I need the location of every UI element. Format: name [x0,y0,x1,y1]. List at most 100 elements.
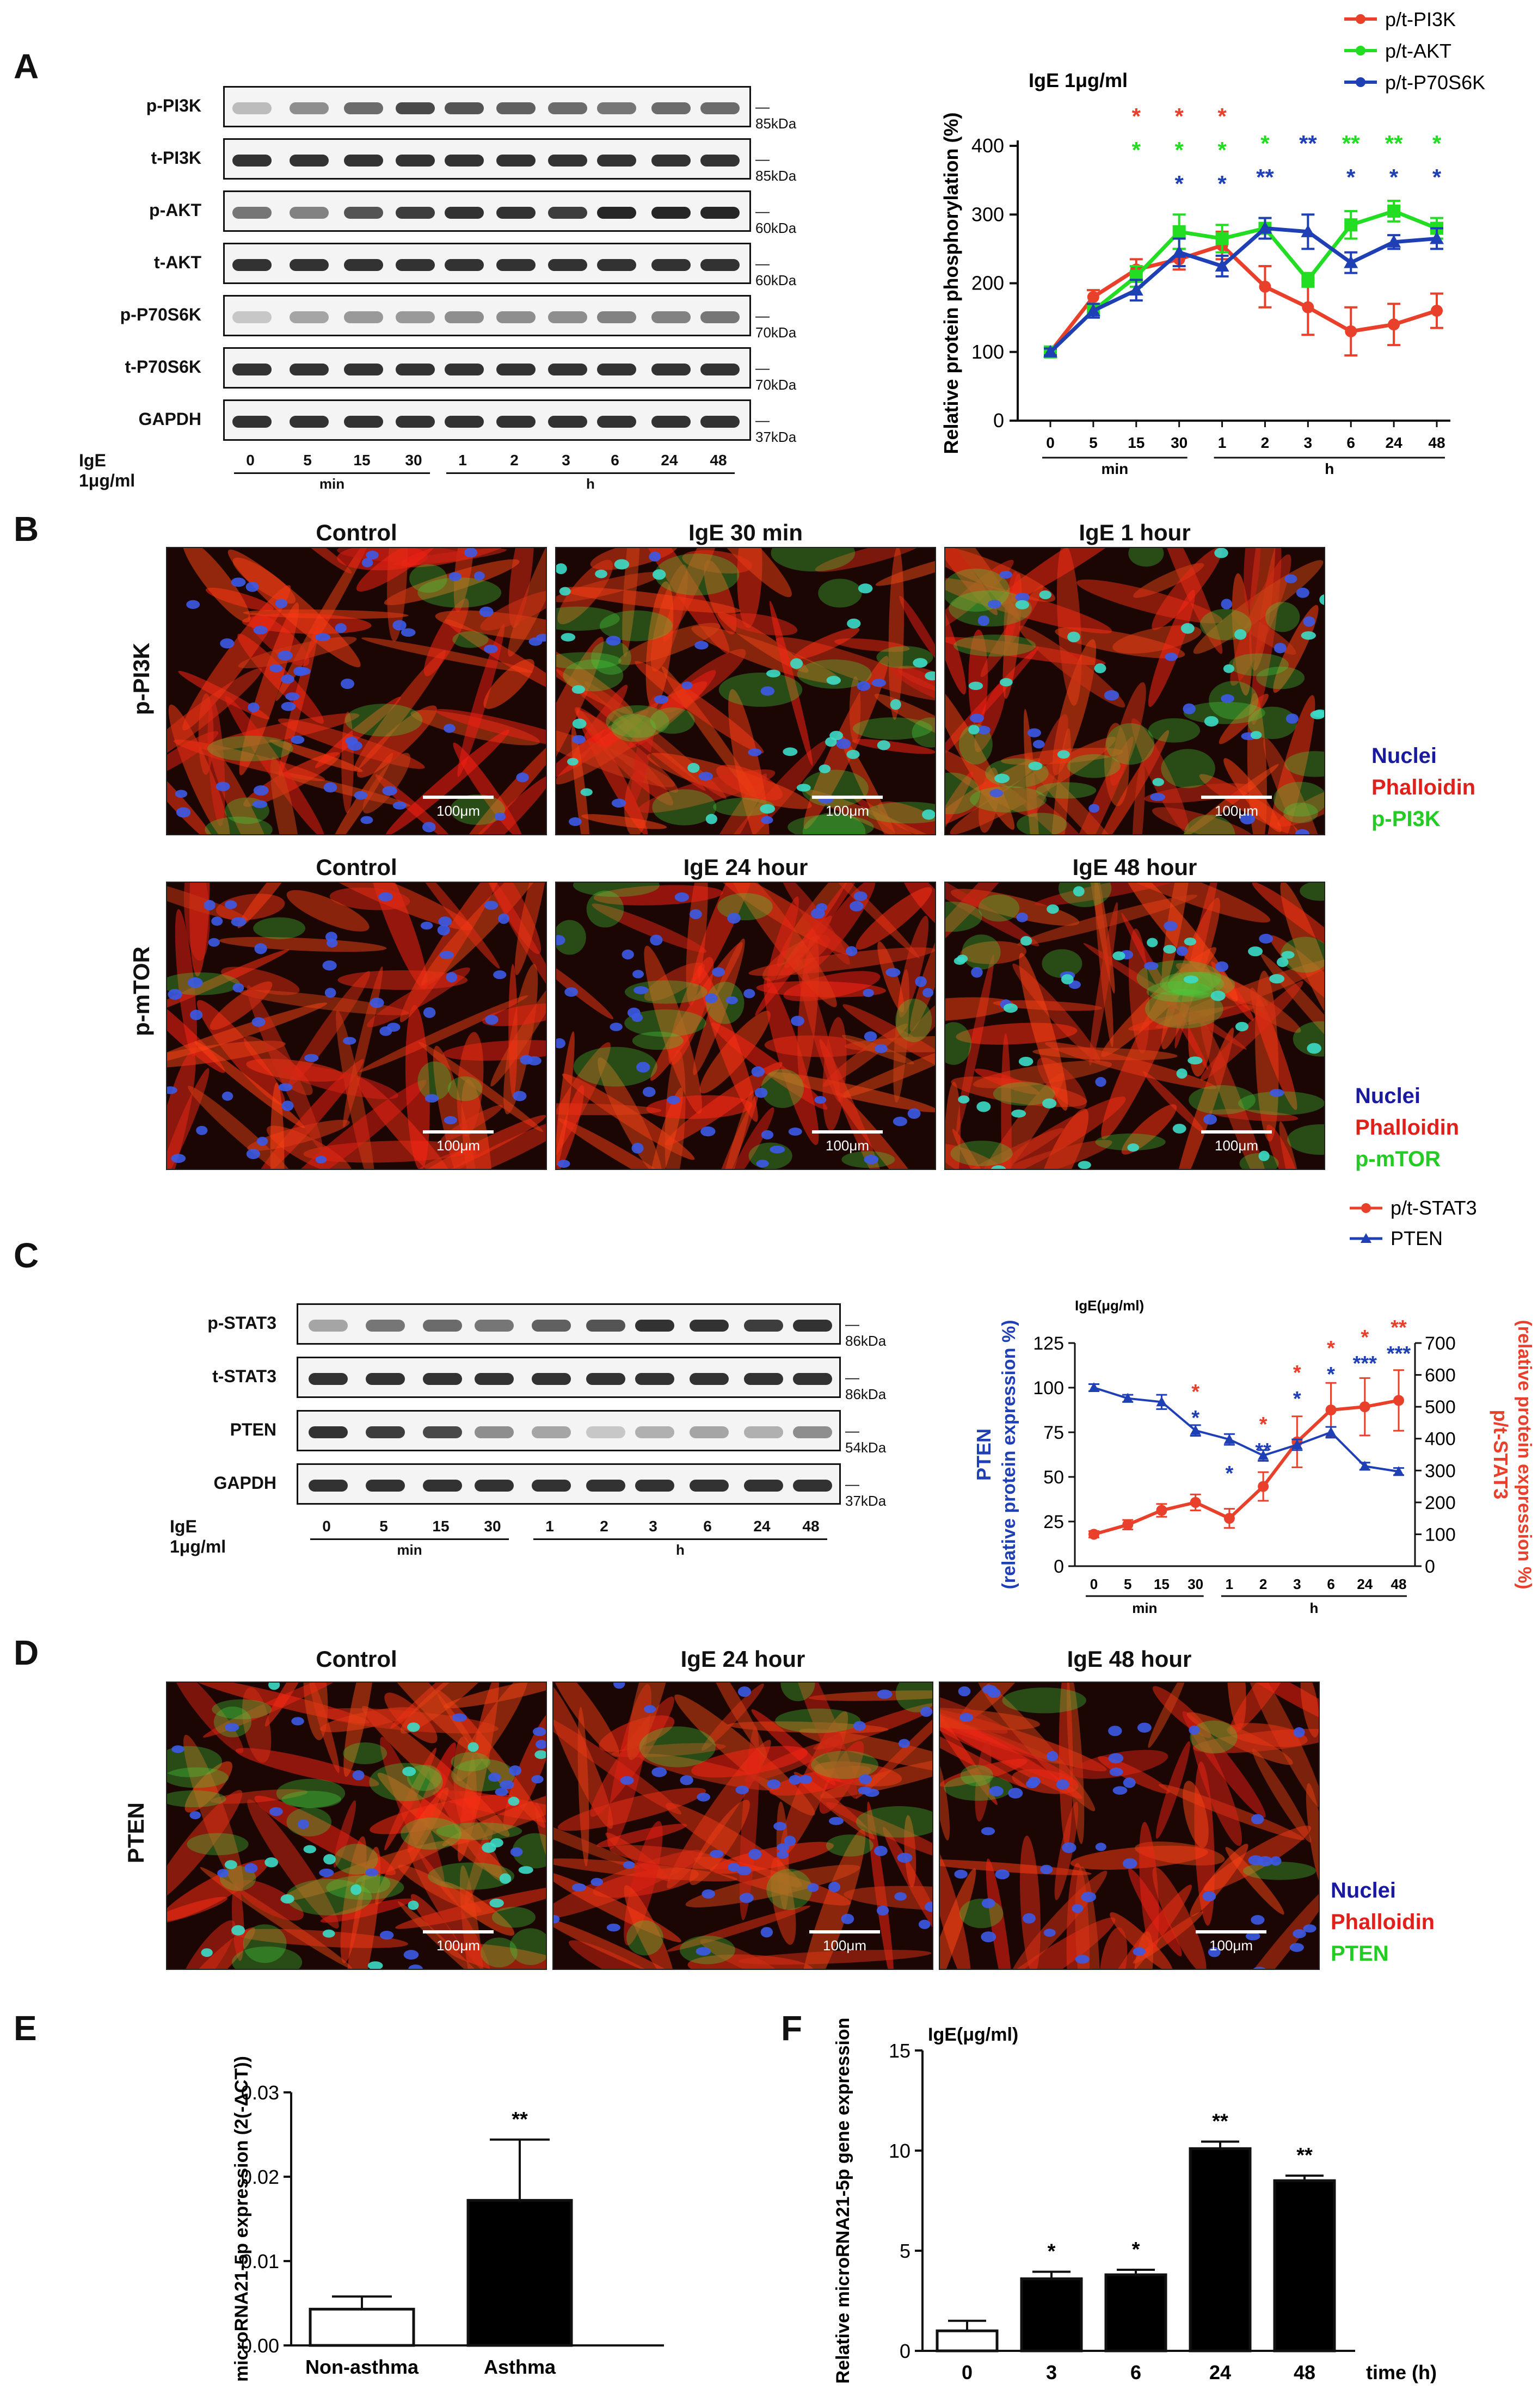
blot-band [690,1426,729,1438]
y-tick-label: 15 [889,2040,911,2062]
nucleus [700,1126,716,1137]
nucleus [702,1889,715,1899]
nucleus [1075,1955,1090,1964]
nucleus [1285,713,1299,724]
kda-marker: — 37kDa [845,1476,887,1509]
green-signal [599,610,673,642]
green-signal [509,1928,546,1965]
blot-band [475,1320,514,1332]
significance-mark: ** [1255,1439,1271,1462]
nucleus [1033,740,1045,749]
nucleus [1176,946,1188,956]
nucleus [1210,990,1226,1001]
nucleus [340,678,354,689]
actin-fiber [569,1940,678,1969]
blot-band [635,1320,674,1332]
actin-fiber [1191,1727,1242,1846]
actin-fiber [793,627,860,660]
nucleus [1020,936,1032,946]
legend-marker [1356,14,1365,24]
panel-letter-c: C [14,1236,39,1275]
blot-band [532,1320,571,1332]
nucleus [727,913,741,924]
data-point [1301,224,1315,237]
nucleus [361,558,373,568]
nucleus [379,1930,394,1940]
nucleus [859,1774,872,1784]
bar [1020,2277,1083,2352]
actin-fiber [945,883,1037,962]
nucleus [1088,804,1100,813]
unit-bracket-min [310,1538,509,1540]
nucleus [360,816,373,824]
nucleus [253,785,269,796]
nucleus [1289,1943,1304,1952]
green-signal [624,1009,706,1037]
green-signal [1238,1091,1324,1116]
actin-fiber [367,967,470,1027]
legend-b1: Nuclei Phalloidin p-PI3K [1371,740,1475,835]
actin-fiber [482,1003,546,1026]
nucleus [907,1108,921,1119]
green-signal [167,1767,229,1788]
actin-fiber [692,883,766,987]
nucleus [977,615,990,626]
lane-label: 2 [510,452,519,469]
data-point [1258,1450,1269,1460]
x-group-label: min [1101,460,1128,477]
blot-band [445,364,484,375]
x-group-label: h [1325,460,1334,477]
actin-fiber [1143,1071,1205,1134]
actin-fiber [184,1761,232,1813]
actin-fiber [945,548,1056,602]
actin-fiber [704,1093,759,1169]
green-signal [1184,815,1235,834]
nucleus [1095,1843,1106,1851]
nucleus [968,681,983,691]
legend-nuclei: Nuclei [1331,1879,1396,1902]
nucleus [347,741,362,751]
nucleus [790,1015,804,1026]
legend-label: p/t-PI3K [1385,8,1456,30]
actin-fiber [279,624,319,777]
nucleus [452,1713,467,1722]
nucleus [251,1017,266,1027]
actin-fiber [1152,1867,1207,1969]
green-signal [895,999,932,1042]
data-point [1388,318,1400,331]
green-signal [811,1751,879,1779]
actin-fiber [1200,981,1303,1081]
green-signal [945,1022,971,1065]
actin-fiber [553,1917,685,1969]
blot-band [344,364,383,375]
green-signal [167,1790,226,1808]
actin-fiber [1099,1927,1128,1969]
actin-fiber [560,587,741,613]
series-line [1093,1399,1399,1536]
blot-band [344,102,383,114]
blot-band [445,207,484,219]
nucleus [196,1125,208,1135]
blot-band [548,102,587,114]
actin-fiber [315,697,401,768]
blot-band [597,259,636,271]
green-signal [232,1946,303,1969]
actin-fiber [309,1683,340,1773]
actin-fiber [187,1086,297,1169]
nucleus [1133,1947,1146,1956]
nucleus [343,1037,356,1045]
data-point [1301,273,1315,287]
scale-bar [1201,796,1272,799]
nucleus [1127,1143,1140,1152]
blot-band [423,1480,462,1492]
legend-b2: Nuclei Phalloidin p-mTOR [1355,1080,1459,1175]
blot-band [548,207,587,219]
blot-band [744,1373,783,1385]
blot-band [445,259,484,271]
blot-band [290,155,329,167]
x-tick-label: 2 [1259,1576,1267,1592]
green-signal [775,1708,861,1733]
nucleus [754,1087,768,1098]
nucleus [561,633,576,642]
lane-label: 2 [600,1518,608,1535]
